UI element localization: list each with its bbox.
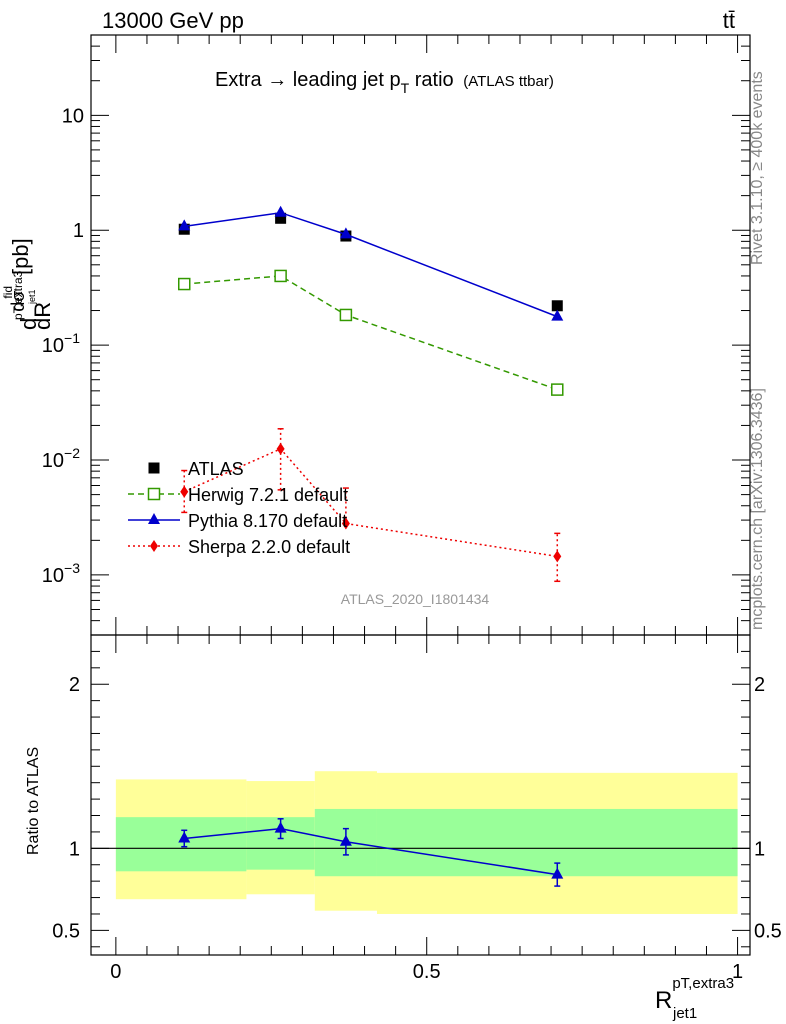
data-point xyxy=(553,550,562,563)
ratio-point xyxy=(274,821,287,833)
svg-text:ddσfid: ddσfid xyxy=(1,286,41,330)
data-point xyxy=(276,442,285,455)
svg-text:dR: dR xyxy=(30,302,55,330)
data-point xyxy=(274,205,287,217)
header-right: tt̄ xyxy=(723,8,735,33)
data-point xyxy=(339,227,352,239)
series-pythia xyxy=(178,205,564,321)
series-line xyxy=(183,447,558,558)
legend-marker xyxy=(147,487,161,501)
ratio-ylabel: Ratio to ATLAS xyxy=(25,747,42,855)
plot-title-small: (ATLAS ttbar) xyxy=(463,73,554,90)
x-tick-label: 0 xyxy=(110,961,121,983)
data-point xyxy=(551,309,564,321)
y-tick-label: 1 xyxy=(73,220,84,242)
data-point xyxy=(180,485,189,498)
x-tick-label: 0.5 xyxy=(413,961,441,983)
legend-marker xyxy=(150,540,158,552)
data-point xyxy=(178,277,191,291)
data-point xyxy=(178,219,191,231)
legend-marker xyxy=(148,462,160,474)
plot-title-tail: ratio xyxy=(409,69,453,91)
svg-text:[pb]: [pb] xyxy=(8,238,33,275)
data-point xyxy=(341,517,350,530)
svg-text:jet1: jet1 xyxy=(27,289,37,305)
xlabel: RpT,extra3 xyxy=(655,975,734,1014)
y-tick-label: 10−2 xyxy=(42,445,80,472)
data-point xyxy=(275,212,287,224)
ratio-point xyxy=(178,831,191,843)
plot-title-sub: T xyxy=(401,80,410,96)
plot-title: Extra → leading jet pT ratio (ATLAS ttba… xyxy=(215,69,554,96)
ratio-series-pythia xyxy=(178,818,564,887)
data-point xyxy=(274,269,287,283)
ratio-bands xyxy=(91,771,750,914)
ratio-frame xyxy=(90,634,751,956)
legend-marker xyxy=(148,513,160,524)
y-tick-label: 10−1 xyxy=(42,330,80,357)
mcplots-label: mcplots.cern.ch [arXiv:1306.3436] xyxy=(749,388,766,630)
ratio-ticks: 0.5 0.5 1 1 2 2 0 0.5 1 xyxy=(52,635,782,983)
y-tick-label: 1 xyxy=(69,838,80,860)
legend: ATLAS Herwig 7.2.1 default Pythia 8.170 de… xyxy=(128,459,350,557)
y-tick-label: 1 xyxy=(754,838,765,860)
series-herwig xyxy=(178,269,564,396)
legend-label: ATLAS xyxy=(188,459,244,479)
y-tick-label: 0.5 xyxy=(52,920,80,942)
uncertainty-band-inner xyxy=(115,817,247,872)
data-point xyxy=(551,300,563,312)
xlabel-sub: jet1 xyxy=(672,1005,697,1022)
analysis-label: ATLAS_2020_I1801434 xyxy=(341,591,490,607)
header-left: 13000 GeV pp xyxy=(102,8,244,33)
legend-label: Herwig 7.2.1 default xyxy=(188,485,348,505)
y-tick-label: 0.5 xyxy=(754,920,782,942)
legend-label: Pythia 8.170 default xyxy=(188,511,347,531)
y-tick-label: 2 xyxy=(69,674,80,696)
main-series xyxy=(178,205,564,583)
data-point xyxy=(551,383,564,396)
y-tick-label: 2 xyxy=(754,674,765,696)
main-ticks: 10 1 10−1 10−2 10−3 xyxy=(42,34,750,636)
ratio-series xyxy=(178,818,564,887)
ratio-line xyxy=(184,827,558,876)
data-point xyxy=(339,308,353,322)
rivet-label: Rivet 3.1.10, ≥ 400k events xyxy=(749,71,766,265)
main-ylabel: ddσfid pT,extra3 jet1 dR [pb] xyxy=(1,238,55,330)
x-tick-label: 1 xyxy=(732,961,743,983)
svg-text:pT,extra3: pT,extra3 xyxy=(11,270,25,320)
legend-label: Sherpa 2.2.0 default xyxy=(188,537,350,557)
series-sherpa xyxy=(180,428,562,583)
y-tick-label: 10 xyxy=(62,105,84,127)
plot-title-main: Extra → leading jet p xyxy=(215,69,401,91)
series-line xyxy=(184,211,558,318)
series-line xyxy=(184,275,558,391)
ratio-point xyxy=(551,867,564,879)
y-tick-label: 10−3 xyxy=(42,560,80,587)
ratio-point xyxy=(339,834,352,846)
